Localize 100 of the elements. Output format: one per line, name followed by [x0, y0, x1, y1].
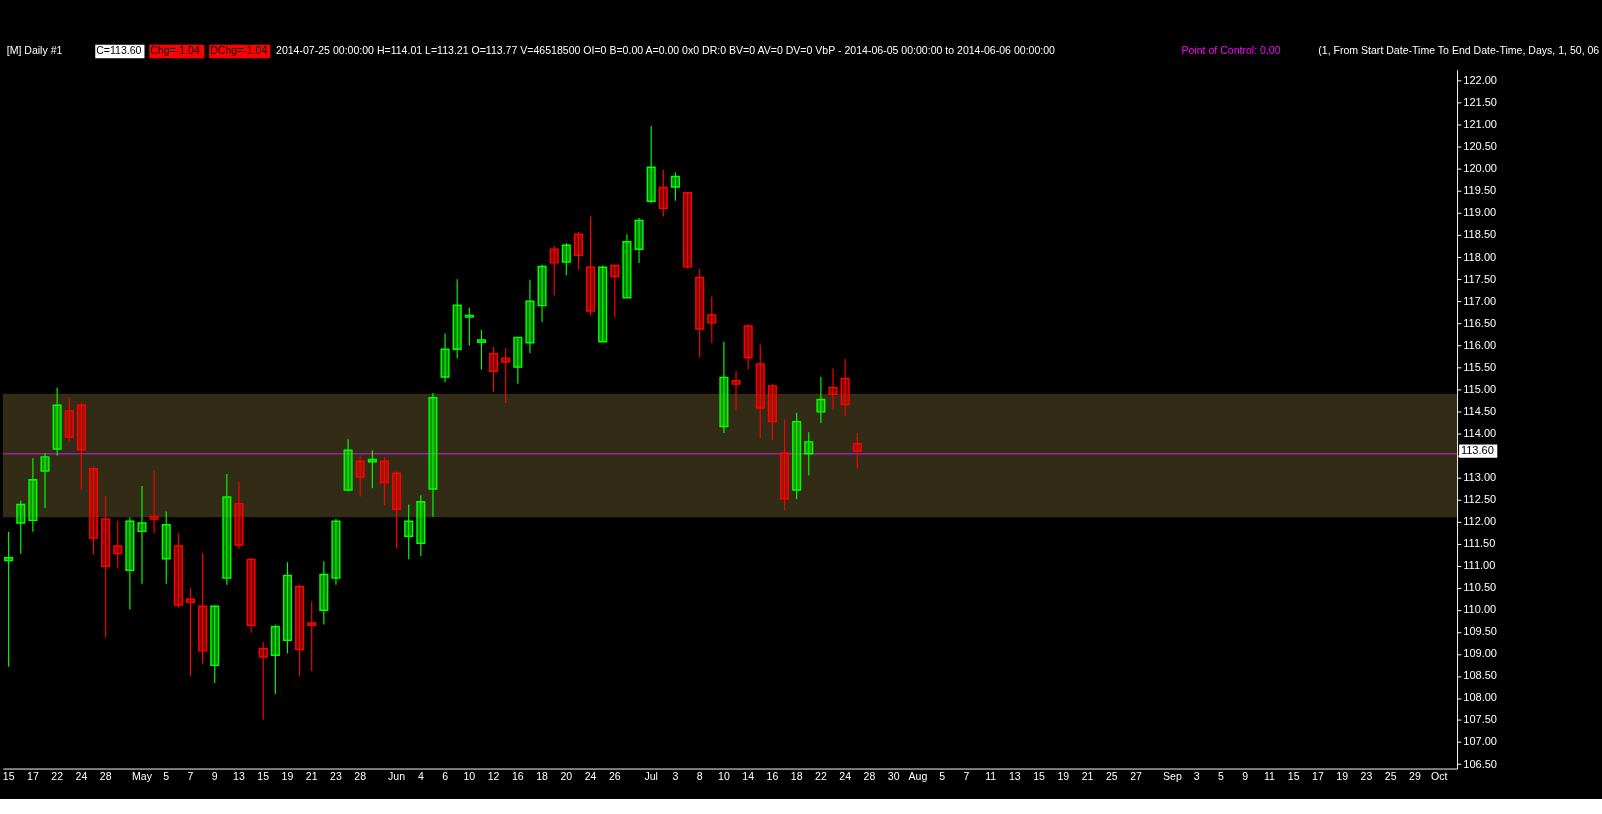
x-tick-label: 18 [790, 769, 803, 782]
y-tick-label: 117.50 [1463, 272, 1497, 285]
candlestick [743, 323, 753, 371]
x-tick-label: 9 [211, 769, 218, 782]
x-tick-label: 17 [27, 769, 39, 782]
candlestick [246, 557, 256, 634]
candlestick [331, 518, 341, 586]
candlestick [767, 383, 777, 441]
y-tick-label: 110.50 [1463, 581, 1497, 594]
candlestick [4, 531, 14, 668]
candlestick [695, 268, 705, 358]
x-tick-label: 30 [887, 769, 900, 782]
candlestick [731, 370, 741, 411]
text: Chg=-1.04 [150, 44, 200, 57]
x-tick-label: 15 [257, 769, 270, 782]
x-tick-label: 28 [99, 769, 112, 782]
y-tick-label: 108.00 [1463, 691, 1497, 704]
candlestick [816, 376, 826, 424]
y-tick-label: 115.00 [1463, 382, 1497, 395]
x-tick-label: Oct [1430, 769, 1448, 782]
y-tick-label: 115.50 [1463, 360, 1497, 373]
candlestick [428, 392, 438, 518]
y-tick-label: 107.00 [1463, 735, 1497, 748]
x-tick-label: 3 [1193, 769, 1200, 782]
candlestick [52, 387, 62, 457]
x-tick-label: 7 [963, 769, 970, 782]
candlestick [64, 397, 74, 443]
candlestick [258, 641, 268, 721]
x-tick-label: 24 [75, 769, 88, 782]
y-tick-label: 112.50 [1463, 492, 1497, 505]
y-tick-label: 113.00 [1463, 470, 1497, 483]
x-tick-label: Jul [644, 769, 658, 782]
y-tick-label: 118.50 [1463, 228, 1497, 241]
x-tick-label: 3 [672, 769, 679, 782]
candlestick [525, 279, 535, 354]
x-tick-label: 15 [1287, 769, 1300, 782]
y-tick-label: 116.50 [1463, 316, 1497, 329]
x-tick-label: 12 [487, 769, 500, 782]
candlestick [440, 332, 450, 383]
x-tick-label: 5 [163, 769, 170, 782]
y-tick-label: 120.00 [1463, 162, 1497, 175]
x-tick-label: 24 [839, 769, 852, 782]
candlestick [185, 587, 196, 677]
candlestick [682, 191, 693, 270]
x-tick-label: 21 [305, 769, 318, 782]
y-tick-label: 109.50 [1463, 625, 1497, 638]
candlestick [222, 473, 232, 586]
x-tick-label: 23 [1360, 769, 1373, 782]
candlestick [622, 233, 632, 299]
candlestick [719, 341, 729, 434]
candlestick [295, 584, 305, 677]
candlestick [416, 494, 426, 557]
text: [M] Daily #1 [6, 44, 63, 57]
x-tick-label: Sep [1163, 769, 1182, 782]
x-tick-label: 19 [1057, 769, 1070, 782]
candlestick [573, 231, 583, 271]
x-tick-label: 15 [1033, 769, 1046, 782]
x-tick-label: 29 [1409, 769, 1421, 782]
candlestick [234, 481, 244, 550]
y-tick-label: 117.00 [1463, 294, 1497, 307]
x-tick-label: 27 [1130, 769, 1143, 782]
x-tick-label: 22 [51, 769, 64, 782]
x-tick-label: 28 [354, 769, 367, 782]
y-tick-label: 110.00 [1463, 603, 1497, 616]
x-tick-label: 18 [536, 769, 549, 782]
x-tick-label: 4 [417, 769, 424, 782]
x-tick-label: 21 [1081, 769, 1094, 782]
candlestick [101, 495, 111, 638]
x-tick-label: 16 [766, 769, 779, 782]
candlestick [149, 469, 159, 535]
candlestick [319, 560, 329, 625]
candlestick [670, 171, 680, 202]
text: (1, From Start Date-Time To End Date-Time, Days, 1, 50, 06 [1318, 44, 1600, 57]
candlestick [16, 499, 26, 555]
x-tick-label: May [132, 769, 153, 782]
x-tick-label: 7 [187, 769, 194, 782]
x-tick-label: 10 [463, 769, 476, 782]
candlestick [840, 358, 850, 417]
y-tick-label: 119.50 [1463, 184, 1497, 197]
candlestick [113, 520, 123, 569]
candlestick [161, 510, 171, 585]
y-tick-label: 121.00 [1463, 118, 1497, 131]
x-tick-label: 9 [1242, 769, 1249, 782]
y-tick-label: 108.50 [1463, 669, 1497, 682]
x-tick-label: 28 [863, 769, 876, 782]
candlestick [452, 278, 462, 360]
candlestick [28, 457, 38, 533]
x-tick-label: 22 [815, 769, 827, 782]
candlestick [549, 245, 559, 297]
x-tick-label: 6 [442, 769, 449, 782]
candlestick [173, 532, 183, 609]
y-tick-label: 112.00 [1463, 515, 1497, 528]
x-tick-label: 5 [939, 769, 946, 782]
candlestick [561, 242, 571, 276]
candlestick [464, 307, 474, 347]
candlestick [598, 264, 608, 343]
candlestick [125, 516, 135, 610]
x-tick-label: Aug [908, 769, 928, 782]
x-tick-label: 25 [1105, 769, 1118, 782]
candlestick [404, 503, 414, 560]
